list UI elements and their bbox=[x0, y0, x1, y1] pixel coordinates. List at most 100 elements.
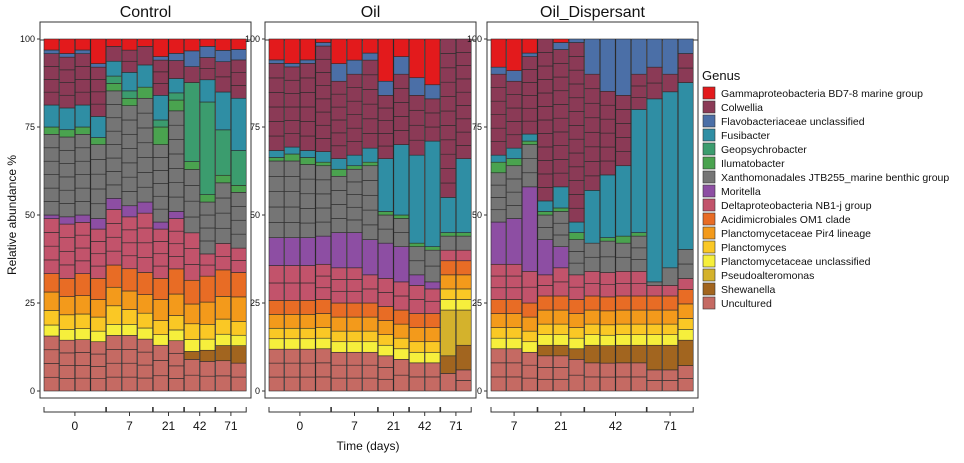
bar-segment bbox=[184, 323, 200, 340]
bar-segment bbox=[346, 114, 363, 129]
bar-segment bbox=[199, 214, 216, 229]
bar-segment bbox=[677, 278, 694, 290]
bar-segment bbox=[393, 348, 410, 360]
bar-segment bbox=[537, 160, 554, 175]
bar-segment bbox=[315, 299, 332, 314]
bar-segment bbox=[268, 237, 285, 266]
bar-segment bbox=[215, 182, 231, 199]
bar-segment bbox=[268, 160, 285, 177]
bar-segment bbox=[315, 348, 332, 364]
bar-segment bbox=[184, 303, 200, 325]
bar-segment bbox=[455, 65, 472, 80]
bar-segment bbox=[184, 216, 200, 234]
bar-segment bbox=[152, 208, 169, 223]
bar-segment bbox=[424, 288, 441, 302]
bar-segment bbox=[168, 378, 185, 392]
bar-segment bbox=[506, 287, 522, 300]
bar-segment bbox=[537, 274, 554, 286]
bar-segment bbox=[424, 341, 441, 353]
group-bracket bbox=[537, 407, 585, 416]
legend-swatch bbox=[702, 240, 716, 254]
legend-item: Planctomycetaceae unclassified bbox=[702, 254, 871, 268]
bar-segment bbox=[284, 348, 300, 364]
bar-segment bbox=[553, 267, 569, 283]
bar-segment bbox=[346, 341, 363, 353]
bar-segment bbox=[346, 168, 363, 183]
bar-segment bbox=[268, 314, 285, 329]
bar-segment bbox=[90, 103, 107, 117]
legend-swatch bbox=[702, 142, 716, 156]
bar-segment bbox=[490, 287, 507, 300]
bar-segment bbox=[199, 68, 216, 81]
bar bbox=[615, 38, 632, 392]
bar-segment bbox=[631, 323, 647, 335]
bar-segment bbox=[59, 352, 75, 366]
bracket-line bbox=[537, 407, 585, 413]
bar-segment bbox=[199, 38, 216, 47]
bar-segment bbox=[568, 327, 585, 339]
bar-segment bbox=[677, 67, 694, 83]
bar-segment bbox=[490, 313, 507, 328]
bar-segment bbox=[152, 83, 169, 96]
bar-segment bbox=[568, 313, 585, 328]
bar-segment bbox=[393, 116, 410, 131]
bar-segment bbox=[677, 263, 694, 279]
bar-segment bbox=[59, 216, 75, 225]
bar-segment bbox=[230, 219, 247, 235]
bar-segment bbox=[362, 52, 378, 61]
legend-swatch bbox=[702, 100, 716, 114]
bar-segment bbox=[121, 205, 138, 218]
bar-segment bbox=[331, 190, 347, 205]
bar-segment bbox=[455, 118, 472, 133]
bar-segment bbox=[440, 38, 456, 54]
bar-segment bbox=[455, 78, 472, 93]
legend-swatch bbox=[702, 212, 716, 226]
legend-label: Pseudoalteromonas bbox=[721, 270, 814, 282]
bar-segment bbox=[168, 218, 185, 232]
bar-segment bbox=[584, 190, 600, 244]
bar-segment bbox=[199, 46, 216, 58]
bar-segment bbox=[599, 132, 616, 148]
bar-segment bbox=[490, 73, 507, 88]
bar-segment bbox=[59, 53, 75, 58]
bar-segment bbox=[440, 249, 456, 262]
panel-title: Control bbox=[120, 4, 172, 21]
bar bbox=[393, 38, 410, 392]
bar-segment bbox=[490, 299, 507, 314]
bar bbox=[490, 38, 507, 392]
bar-segment bbox=[455, 249, 472, 262]
bar-segment bbox=[299, 59, 316, 64]
bar bbox=[74, 38, 91, 392]
bar-segment bbox=[74, 79, 91, 93]
bar-segment bbox=[677, 365, 694, 379]
bar-segment bbox=[568, 152, 585, 168]
bar-segment bbox=[377, 292, 394, 307]
bar-segment bbox=[631, 247, 647, 260]
bar-segment bbox=[74, 147, 91, 162]
bar-segment bbox=[137, 157, 153, 173]
bar-segment bbox=[152, 144, 169, 158]
bar-segment bbox=[409, 246, 425, 262]
bar-segment bbox=[377, 145, 394, 159]
bar-segment bbox=[74, 234, 91, 249]
bar-segment bbox=[599, 362, 616, 378]
bar-segment bbox=[152, 95, 169, 121]
bar-segment bbox=[74, 66, 91, 80]
bar-segment bbox=[43, 38, 60, 51]
bar-segment bbox=[553, 62, 569, 78]
bar-segment bbox=[90, 137, 107, 145]
bar-segment bbox=[59, 149, 75, 164]
bar-segment bbox=[553, 378, 569, 392]
bar-segment bbox=[152, 228, 169, 242]
bar-segment bbox=[440, 81, 456, 97]
legend-label: Planctomycetaceae unclassified bbox=[721, 256, 871, 268]
bar-segment bbox=[230, 192, 247, 207]
bar-segment bbox=[409, 260, 425, 276]
bar-segment bbox=[568, 337, 585, 350]
bar-segment bbox=[455, 38, 472, 53]
bar-segment bbox=[521, 56, 538, 70]
bar-segment bbox=[490, 197, 507, 211]
bar-segment bbox=[631, 295, 647, 311]
bar-segment bbox=[568, 299, 585, 314]
